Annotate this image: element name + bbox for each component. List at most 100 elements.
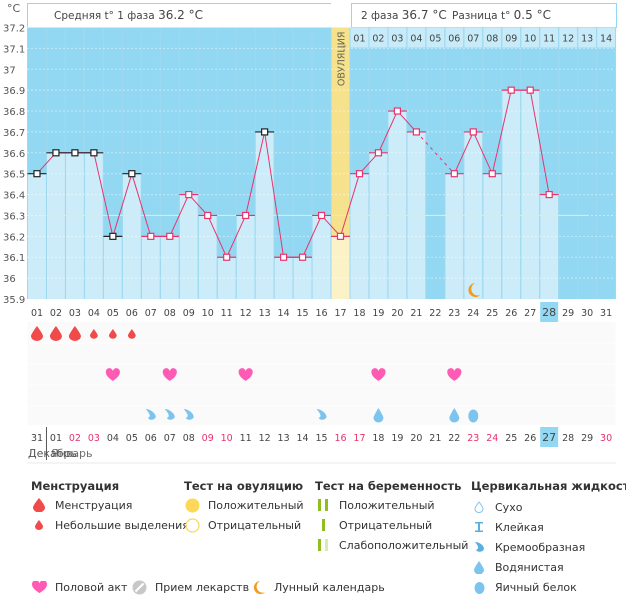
temperature-point xyxy=(355,170,364,178)
luteal-day-label: 10 xyxy=(524,34,536,45)
pill-icon xyxy=(131,579,147,595)
cycle-day-label: 28 xyxy=(542,306,556,319)
cycle-day-label: 08 xyxy=(164,308,176,319)
temperature-segment xyxy=(131,173,152,237)
temperature-point xyxy=(469,128,477,136)
luteal-day-label: 14 xyxy=(600,34,612,45)
temperature-bar xyxy=(217,257,236,299)
calendar-date: 12 xyxy=(259,433,271,444)
calendar-date-weekend: 16 xyxy=(334,433,346,444)
menstruation-heavy-icon xyxy=(30,326,43,342)
cycle-day-label: 02 xyxy=(50,308,62,319)
legend-label: Водянистая xyxy=(495,560,564,574)
cycle-day-label: 06 xyxy=(126,308,138,319)
temperature-segment xyxy=(226,215,247,258)
y-tick-label: 37.2 xyxy=(3,24,25,35)
y-tick-label: 36.6 xyxy=(3,149,25,160)
temperature-point xyxy=(109,232,117,240)
temperature-point xyxy=(166,232,174,240)
luteal-day-label: 04 xyxy=(410,34,422,45)
cycle-day-label: 04 xyxy=(88,308,100,319)
phase1-value: 36.2 °C xyxy=(158,8,203,22)
cycle-day-label: 09 xyxy=(183,308,195,319)
legend-moon-calendar: Лунный календарь xyxy=(250,579,385,595)
calendar-date: 20 xyxy=(410,433,422,444)
temperature-point xyxy=(242,211,250,220)
legend-label: Положительный xyxy=(208,498,304,512)
luteal-day-label: 08 xyxy=(486,34,498,45)
diff-label: Разница t° xyxy=(452,10,511,22)
calendar-date: 28 xyxy=(562,433,574,444)
luteal-day-label: 11 xyxy=(543,34,555,45)
cycle-day-label: 22 xyxy=(429,308,441,319)
phase1-label: Средняя t° 1 фаза xyxy=(54,10,155,22)
menstruation-heavy-icon xyxy=(68,326,81,342)
drop-small-icon xyxy=(31,517,47,533)
heart-icon xyxy=(162,368,177,381)
menstruation-light-icon xyxy=(127,329,136,339)
y-tick-label: 36.3 xyxy=(3,211,25,222)
cycle-day-label: 19 xyxy=(372,308,384,319)
legend-ovulation-test-title: Тест на овуляцию xyxy=(184,479,304,493)
moon-icon xyxy=(250,579,266,595)
legend-pregnancy-negative: Отрицательный xyxy=(315,517,432,533)
cycle-day-label: 27 xyxy=(524,308,536,319)
temperature-point xyxy=(223,253,231,261)
legend-label: Менструация xyxy=(55,498,133,512)
legend-menstruation-title: Менструация xyxy=(31,479,120,493)
legend-fluid-sticky: Клейкая xyxy=(471,519,544,535)
ovulation-label: ОВУЛЯЦИЯ xyxy=(337,32,348,87)
temperature-segment xyxy=(302,215,322,258)
menstruation-heavy-icon xyxy=(49,326,62,342)
luteal-day-cell xyxy=(407,27,426,48)
luteal-day-cell xyxy=(464,27,483,48)
temperature-bar xyxy=(84,152,103,299)
creamy-fluid-icon xyxy=(183,409,194,420)
menstruation-light-icon xyxy=(108,329,117,339)
calendar-date: 21 xyxy=(429,433,441,444)
cycle-day-label: 17 xyxy=(334,308,346,319)
ovulation-bar xyxy=(331,236,350,299)
calendar-date: 01 xyxy=(50,433,62,444)
cycle-day-label: 23 xyxy=(448,308,460,319)
temperature-point xyxy=(128,170,136,178)
legend-pregnancy-positive: Положительный xyxy=(315,497,435,513)
cycle-day-label: 07 xyxy=(145,308,157,319)
drop-outline-icon xyxy=(471,499,487,515)
legend-label: Половой акт xyxy=(55,580,128,594)
cycle-day-label: 10 xyxy=(202,308,214,319)
y-tick-label: 36.5 xyxy=(3,170,25,181)
temperature-point xyxy=(261,128,269,136)
temperature-bar xyxy=(445,173,464,299)
legend-label: Лунный календарь xyxy=(274,580,385,594)
luteal-day-label: 01 xyxy=(353,34,365,45)
temperature-point xyxy=(317,211,326,220)
temperature-point xyxy=(90,149,98,157)
phase2-value: 36.7 °C xyxy=(401,8,447,22)
egg-icon xyxy=(471,579,487,595)
luteal-day-cell xyxy=(521,27,540,48)
temperature-bar xyxy=(236,215,255,299)
y-tick-label: 36.8 xyxy=(3,107,25,118)
calendar-date-weekend: 09 xyxy=(202,433,214,444)
legend-medication: Прием лекарств xyxy=(131,579,249,595)
phase2-label: 2 фаза xyxy=(361,10,399,22)
temperature-segment xyxy=(453,131,474,174)
watery-fluid-icon xyxy=(373,408,384,423)
legend-label: Сухо xyxy=(495,500,523,514)
cycle-day-label: 01 xyxy=(31,308,43,319)
luteal-day-label: 09 xyxy=(505,34,517,45)
legend-pregnancy-test-title: Тест на беременность xyxy=(315,479,462,493)
temperature-point xyxy=(33,170,41,178)
luteal-day-cell xyxy=(483,27,502,48)
calendar-date: 18 xyxy=(372,433,384,444)
calendar-date: 29 xyxy=(581,433,593,444)
two-bars-icon xyxy=(315,497,331,513)
calendar-date-weekend: 30 xyxy=(600,433,612,444)
temperature-bar xyxy=(179,194,198,299)
calendar-date: 13 xyxy=(278,433,290,444)
y-tick-label: 36.7 xyxy=(3,128,25,139)
calendar-date: 06 xyxy=(145,433,157,444)
phase2-average: 2 фаза 36.7 °C xyxy=(361,8,447,22)
temperature-bar xyxy=(141,236,160,299)
